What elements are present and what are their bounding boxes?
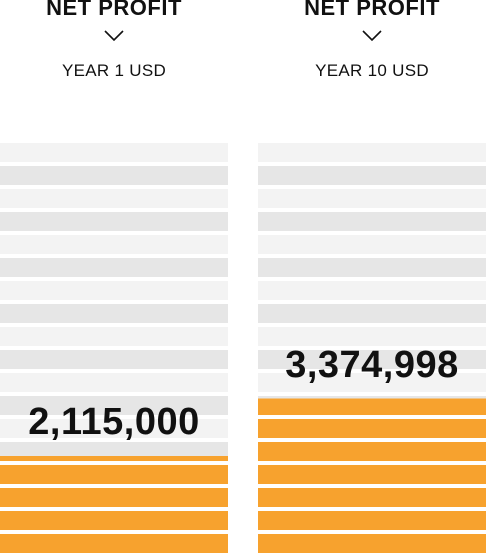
bar-fill-stripe: [258, 419, 486, 438]
bar-track-stripe: [0, 212, 228, 231]
bar-track-stripe: [258, 304, 486, 323]
bar-track-stripe: [0, 373, 228, 392]
bar-fill-stripe: [0, 488, 228, 507]
bar-fill-stripe: [0, 465, 228, 484]
bar-track-stripe: [0, 396, 228, 415]
bar-track-stripe: [0, 419, 228, 438]
bar-track-stripe: [258, 166, 486, 185]
bar-track-stripe: [0, 235, 228, 254]
bar-fill-stripe: [258, 442, 486, 461]
bar-track-stripe: [0, 166, 228, 185]
bar-track-stripe: [258, 212, 486, 231]
bar-track-stripe: [258, 235, 486, 254]
bar-track-stripe: [0, 350, 228, 369]
bar-track-stripe: [258, 373, 486, 392]
bar-track-stripe: [0, 281, 228, 300]
bar-track-stripe: [258, 143, 486, 162]
bar-track-stripe: [258, 327, 486, 346]
bar-fill-stripe: [258, 396, 486, 415]
stacked-bar-year-10: [258, 143, 486, 553]
profit-column-year-1: NET PROFIT YEAR 1 USD 2,115,000: [0, 0, 228, 553]
bar-fill-stripe: [258, 511, 486, 530]
chevron-down-icon: [104, 30, 124, 42]
bar-fill-stripe: [258, 488, 486, 507]
value-label: 3,374,998: [285, 343, 459, 386]
bar-track-stripe: [0, 143, 228, 162]
bar-track-stripe: [0, 304, 228, 323]
stacked-bar-year-1: [0, 143, 228, 553]
period-label: YEAR 1 USD: [61, 61, 167, 80]
bar-track-stripe: [258, 350, 486, 369]
bar-fill-stripe: [258, 534, 486, 553]
bar-fill-stripe: [0, 511, 228, 530]
value-label: 2,115,000: [28, 400, 200, 443]
metric-title: NET PROFIT: [46, 0, 182, 20]
period-label: YEAR 10 USD: [315, 61, 429, 80]
bar-fill-stripe: [0, 534, 228, 553]
metric-title: NET PROFIT: [304, 0, 440, 20]
column-header: NET PROFIT YEAR 1 USD: [0, 0, 228, 90]
bar-fill-stripe: [0, 442, 228, 461]
profit-column-year-10: NET PROFIT YEAR 10 USD 3,374,998: [258, 0, 486, 553]
bar-track-stripe: [0, 258, 228, 277]
bar-track-stripe: [0, 189, 228, 208]
chevron-down-icon: [362, 30, 382, 42]
bar-track-stripe: [258, 258, 486, 277]
column-header: NET PROFIT YEAR 10 USD: [258, 0, 486, 90]
bar-track-stripe: [258, 281, 486, 300]
bar-track-stripe: [0, 327, 228, 346]
bar-fill-stripe: [258, 465, 486, 484]
bar-track-stripe: [258, 189, 486, 208]
